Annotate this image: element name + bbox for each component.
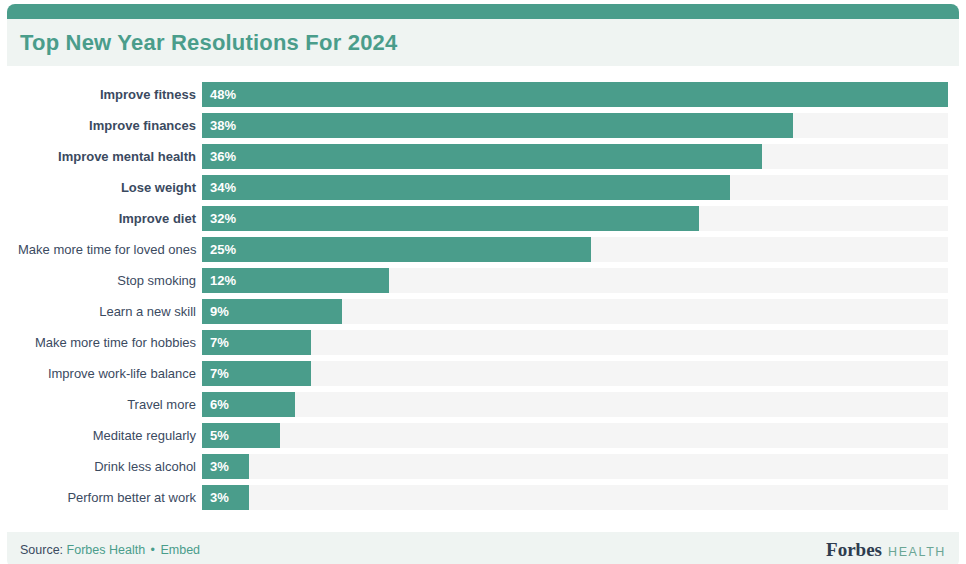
bar-value-label: 12% — [202, 273, 236, 288]
bar-track: 7% — [202, 330, 948, 355]
bar-track: 6% — [202, 392, 948, 417]
bar-row: Improve diet32% — [18, 206, 948, 231]
category-label: Perform better at work — [18, 490, 202, 505]
bar: 7% — [202, 361, 311, 386]
forbes-health-logo: Forbes HEALTH — [826, 539, 946, 561]
bar-row: Learn a new skill9% — [18, 299, 948, 324]
bar-chart: Improve fitness48%Improve finances38%Imp… — [7, 66, 959, 521]
category-label: Drink less alcohol — [18, 459, 202, 474]
bar-value-label: 7% — [202, 366, 229, 381]
bar-value-label: 3% — [202, 490, 229, 505]
bar-track: 12% — [202, 268, 948, 293]
bar-track: 48% — [202, 82, 948, 107]
bar-value-label: 38% — [202, 118, 236, 133]
bar-track: 3% — [202, 485, 948, 510]
source-prefix-label: Source: — [20, 543, 63, 557]
forbes-wordmark: Forbes — [826, 539, 882, 561]
bar: 9% — [202, 299, 342, 324]
bar-track: 9% — [202, 299, 948, 324]
bar: 48% — [202, 82, 948, 107]
bar-row: Improve work-life balance7% — [18, 361, 948, 386]
bar-row: Travel more6% — [18, 392, 948, 417]
category-label: Improve diet — [18, 211, 202, 226]
bar-track: 3% — [202, 454, 948, 479]
bar-row: Improve fitness48% — [18, 82, 948, 107]
category-label: Improve finances — [18, 118, 202, 133]
bar-row: Improve mental health36% — [18, 144, 948, 169]
bar-value-label: 7% — [202, 335, 229, 350]
bar: 6% — [202, 392, 295, 417]
top-accent-bar — [7, 4, 959, 19]
bar-track: 36% — [202, 144, 948, 169]
bar-value-label: 34% — [202, 180, 236, 195]
bar: 38% — [202, 113, 793, 138]
chart-header: Top New Year Resolutions For 2024 — [7, 19, 959, 66]
bar: 36% — [202, 144, 762, 169]
category-label: Travel more — [18, 397, 202, 412]
bar-value-label: 6% — [202, 397, 229, 412]
bar: 32% — [202, 206, 699, 231]
category-label: Make more time for hobbies — [18, 335, 202, 350]
bar-track: 7% — [202, 361, 948, 386]
bar: 3% — [202, 454, 249, 479]
category-label: Improve work-life balance — [18, 366, 202, 381]
bar: 7% — [202, 330, 311, 355]
source-separator: • — [149, 543, 157, 557]
bar-row: Meditate regularly5% — [18, 423, 948, 448]
bar-track: 5% — [202, 423, 948, 448]
bar: 5% — [202, 423, 280, 448]
bar-value-label: 25% — [202, 242, 236, 257]
bar-row: Perform better at work3% — [18, 485, 948, 510]
bar: 12% — [202, 268, 389, 293]
health-wordmark: HEALTH — [888, 545, 946, 559]
bar-value-label: 9% — [202, 304, 229, 319]
category-label: Improve mental health — [18, 149, 202, 164]
chart-title: Top New Year Resolutions For 2024 — [20, 30, 397, 56]
bar-track: 34% — [202, 175, 948, 200]
bar-row: Lose weight34% — [18, 175, 948, 200]
bar-row: Make more time for loved ones25% — [18, 237, 948, 262]
category-label: Make more time for loved ones — [18, 242, 202, 257]
bar-value-label: 32% — [202, 211, 236, 226]
bar-row: Make more time for hobbies7% — [18, 330, 948, 355]
source-link[interactable]: Forbes Health — [67, 543, 146, 557]
bar: 25% — [202, 237, 591, 262]
bar-track: 38% — [202, 113, 948, 138]
bar-value-label: 48% — [202, 87, 236, 102]
bar-track: 32% — [202, 206, 948, 231]
bar-track: 25% — [202, 237, 948, 262]
category-label: Improve fitness — [18, 87, 202, 102]
source-line: Source: Forbes Health • Embed — [20, 543, 200, 557]
category-label: Learn a new skill — [18, 304, 202, 319]
category-label: Meditate regularly — [18, 428, 202, 443]
bar: 3% — [202, 485, 249, 510]
bar-value-label: 5% — [202, 428, 229, 443]
category-label: Stop smoking — [18, 273, 202, 288]
embed-link[interactable]: Embed — [160, 543, 200, 557]
bar: 34% — [202, 175, 730, 200]
bar-value-label: 36% — [202, 149, 236, 164]
chart-card: Top New Year Resolutions For 2024 Improv… — [7, 4, 959, 564]
bar-row: Stop smoking12% — [18, 268, 948, 293]
bar-value-label: 3% — [202, 459, 229, 474]
bar-row: Improve finances38% — [18, 113, 948, 138]
bar-row: Drink less alcohol3% — [18, 454, 948, 479]
category-label: Lose weight — [18, 180, 202, 195]
chart-footer: Source: Forbes Health • Embed Forbes HEA… — [7, 532, 959, 564]
